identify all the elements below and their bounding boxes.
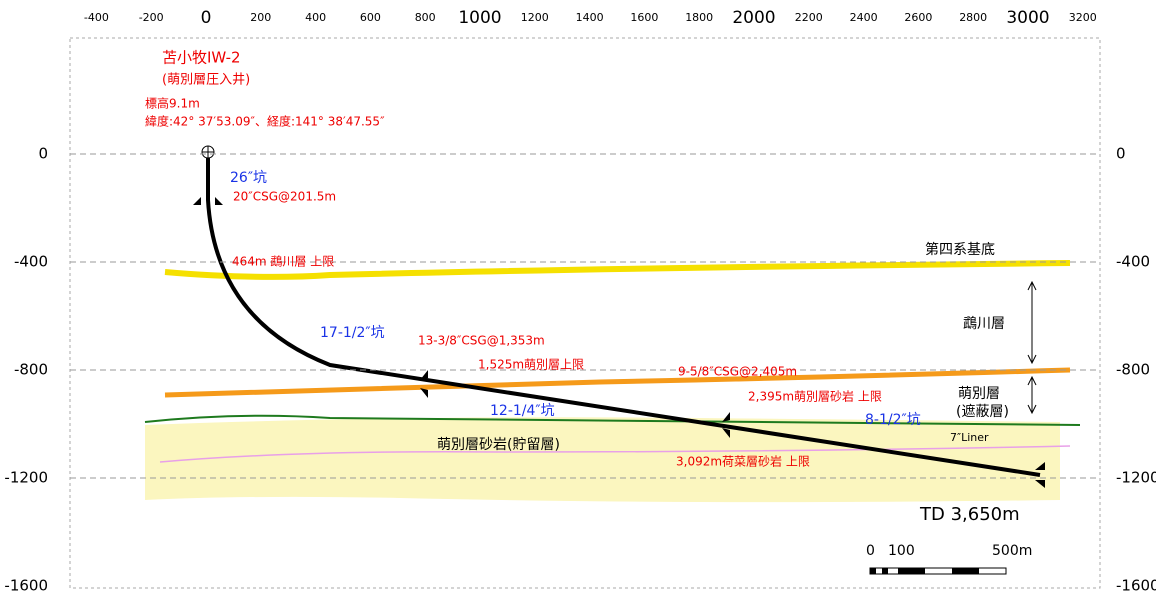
thickness-arrows — [1027, 280, 1037, 415]
x-tick-label: 400 — [305, 11, 326, 24]
x-tick-label: 2800 — [959, 11, 987, 24]
x-tick-label: 200 — [250, 11, 271, 24]
annotation: 第四系基底 — [925, 241, 995, 258]
scale-label: 100 — [888, 543, 915, 559]
x-tick-label: 800 — [415, 11, 436, 24]
annotation: 464m 鵡川層 上限 — [232, 255, 334, 269]
y-tick-label: -400 — [14, 253, 48, 271]
x-tick-label: 1400 — [576, 11, 604, 24]
x-tick-label: 2200 — [795, 11, 823, 24]
x-tick-label: 1200 — [521, 11, 549, 24]
y-tick-label-right: -800 — [1116, 361, 1150, 379]
annotation: 標高9.1m — [145, 96, 200, 111]
annotation: (萌別層圧入井) — [162, 73, 250, 88]
x-tick-label: 1800 — [685, 11, 713, 24]
annotation: (遮蔽層) — [956, 404, 1009, 420]
annotation: 萌別層砂岩(貯留層) — [437, 437, 560, 453]
niina-top — [159, 445, 1071, 463]
well-path — [206, 155, 1041, 477]
sandstone-top — [144, 414, 1081, 426]
wellhead-cross — [202, 146, 214, 158]
frame — [69, 37, 1101, 589]
x-tick-label: 1600 — [630, 11, 658, 24]
annotation: 26″坑 — [230, 170, 267, 186]
annotation: 9-5/8″CSG@2,405m — [678, 365, 797, 379]
annotation: 苫小牧IW-2 — [162, 49, 241, 67]
annotation: 3,092m荷菜層砂岩 上限 — [676, 454, 810, 469]
y-tick-label: -1600 — [4, 577, 48, 595]
scale-label: 0 — [866, 543, 875, 559]
reservoir-zone — [145, 417, 1060, 503]
x-tick-label: -400 — [84, 11, 109, 24]
annotation: 17-1/2″坑 — [320, 325, 385, 341]
quaternary-base — [164, 260, 1071, 280]
x-tick-label: 0 — [201, 8, 212, 28]
x-tick-label: -200 — [139, 11, 164, 24]
scale-label: 500m — [992, 543, 1032, 559]
annotation: 鵡川層 — [963, 316, 1005, 332]
annotation: TD 3,650m — [919, 504, 1020, 525]
y-tick-label: -800 — [14, 361, 48, 379]
annotation: 7″Liner — [950, 431, 989, 444]
moebetsu-top — [164, 367, 1071, 398]
annotation: 萌別層 — [958, 386, 1000, 402]
annotation: 13-3/8″CSG@1,353m — [418, 334, 545, 348]
annotation: 8-1/2″坑 — [865, 412, 921, 428]
y-tick-label: 0 — [38, 145, 48, 163]
annotation: 1,525m萌別層上限 — [478, 358, 584, 372]
annotation: 12-1/4″坑 — [490, 403, 555, 419]
y-tick-label-right: 0 — [1116, 145, 1126, 163]
x-tick-label: 2000 — [732, 8, 775, 28]
y-tick-label-right: -1200 — [1116, 469, 1156, 487]
casing-shoes — [193, 197, 1045, 488]
x-tick-label: 2600 — [904, 11, 932, 24]
y-tick-label-right: -1600 — [1116, 577, 1156, 595]
annotation: 2,395m萌別層砂岩 上限 — [748, 389, 882, 404]
x-tick-label: 3000 — [1006, 8, 1049, 28]
x-tick-label: 1000 — [458, 8, 501, 28]
scale-bar — [869, 567, 1007, 575]
annotation: 緯度:42° 37′53.09″、経度:141° 38′47.55″ — [145, 114, 385, 129]
y-tick-label-right: -400 — [1116, 253, 1150, 271]
x-tick-label: 2400 — [850, 11, 878, 24]
x-tick-label: 3200 — [1069, 11, 1097, 24]
annotation: 20″CSG@201.5m — [233, 190, 336, 204]
y-tick-label: -1200 — [4, 469, 48, 487]
x-tick-label: 600 — [360, 11, 381, 24]
